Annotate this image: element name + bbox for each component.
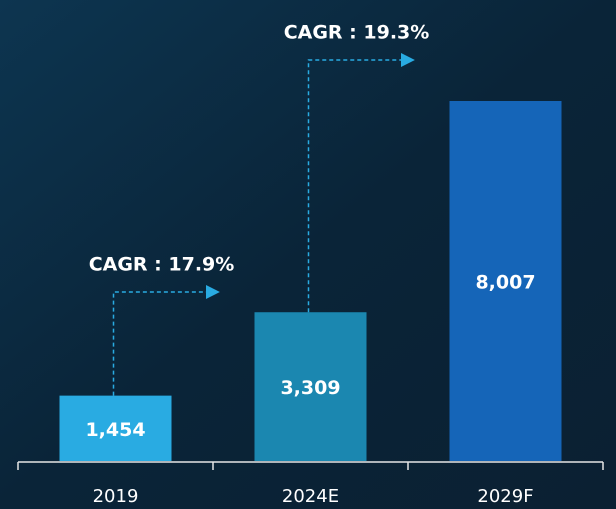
annotation: CAGR : 19.3% [284, 22, 430, 44]
bar [254, 312, 367, 461]
data-label: 8,007 [475, 272, 535, 294]
x-tick-label: 2019 [93, 486, 139, 507]
annotation: CAGR : 17.9% [89, 254, 235, 276]
x-tick-label: 2024E [282, 486, 339, 507]
data-label: 3,309 [280, 377, 340, 399]
bar [59, 395, 172, 461]
cagr-arrow [307, 53, 415, 313]
data-label: 1,454 [85, 419, 145, 441]
bar [449, 101, 562, 461]
x-tick-label: 2029F [477, 486, 533, 507]
